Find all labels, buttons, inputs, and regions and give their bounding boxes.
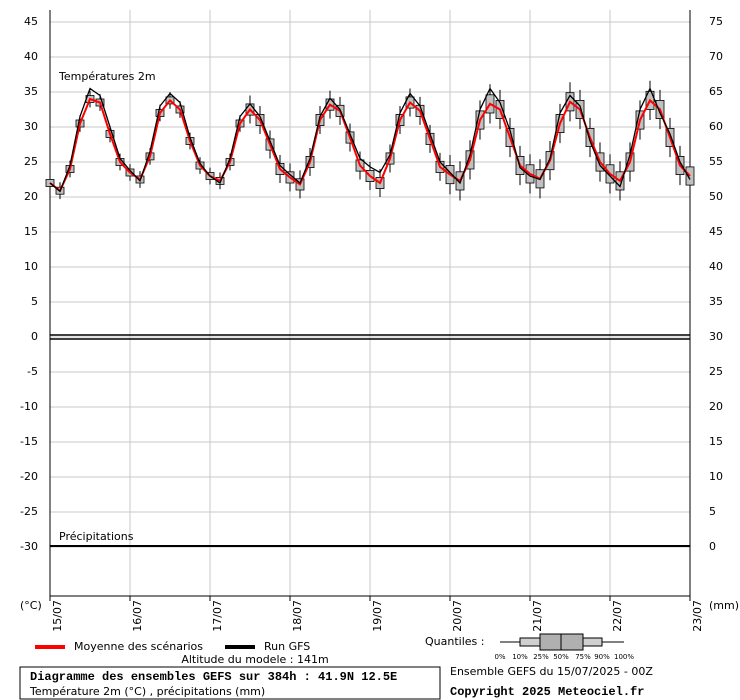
x-tick-label: 17/07 <box>211 600 224 632</box>
series-line <box>49 86 691 193</box>
y-tick-label: 45 <box>24 15 38 28</box>
quantile-labels: 0% 10% 25% 50% 75% 90% 100% <box>494 653 634 661</box>
y2-tick-label: 30 <box>709 330 723 343</box>
y2-tick-label: 20 <box>709 400 723 413</box>
y2-tick-label: 25 <box>709 365 723 378</box>
copyright: Copyright 2025 Meteociel.fr <box>450 685 644 699</box>
x-tick-label: 20/07 <box>451 600 464 632</box>
legend-label: Run GFS <box>264 640 310 653</box>
quantile-label: 90% <box>594 653 610 661</box>
y2-tick-label: 10 <box>709 470 723 483</box>
box-part <box>582 637 603 647</box>
y2-tick-label: 40 <box>709 260 723 273</box>
grid <box>49 10 691 596</box>
y-tick-label: -25 <box>20 505 38 518</box>
subtitle: Température 2m (°C) , précipitations (mm… <box>29 685 265 698</box>
y-tick-label: 20 <box>24 190 38 203</box>
y2-tick-label: 5 <box>709 505 716 518</box>
y-tick-label: 30 <box>24 120 38 133</box>
y-tick-label: 5 <box>31 295 38 308</box>
quantile-label: 75% <box>575 653 591 661</box>
y-tick-label: -10 <box>20 400 38 413</box>
x-tick-label: 16/07 <box>131 600 144 632</box>
y-tick-label: 15 <box>24 225 38 238</box>
y-axis-unit: (°C) <box>20 599 42 612</box>
y2-tick-label: 35 <box>709 295 723 308</box>
quantile-legend <box>500 633 624 651</box>
precip-label: Précipitations <box>59 530 134 543</box>
quantiles-label: Quantiles : <box>425 635 484 648</box>
y-tick-label: -15 <box>20 435 38 448</box>
title: Diagramme des ensembles GEFS sur 384h : … <box>30 670 397 684</box>
y2-axis-unit: (mm) <box>709 599 739 612</box>
y-tick-label: -20 <box>20 470 38 483</box>
y2-tick-label: 70 <box>709 50 723 63</box>
quantile-label: 0% <box>494 653 505 661</box>
x-tick-label: 23/07 <box>691 600 704 632</box>
title-box <box>19 666 441 700</box>
y-tick-label: 35 <box>24 85 38 98</box>
run-info: Ensemble GEFS du 15/07/2025 - 00Z <box>450 665 653 678</box>
y2-tick-label: 55 <box>709 155 723 168</box>
y-tick-label: -30 <box>20 540 38 553</box>
x-tick-label: 19/07 <box>371 600 384 632</box>
quantile-label: 100% <box>614 653 634 661</box>
y2-tick-label: 45 <box>709 225 723 238</box>
box-part <box>519 637 541 647</box>
legend-label: Moyenne des scénarios <box>74 640 203 653</box>
y-tick-label: -5 <box>27 365 38 378</box>
y2-tick-label: 65 <box>709 85 723 98</box>
y2-tick-label: 0 <box>709 540 716 553</box>
y2-tick-label: 15 <box>709 435 723 448</box>
quantile-label: 25% <box>533 653 549 661</box>
altitude: Altitude du modele : 141m <box>181 653 328 666</box>
x-tick-label: 18/07 <box>291 600 304 632</box>
temp-label: Températures 2m <box>58 70 156 83</box>
y2-tick-label: 50 <box>709 190 723 203</box>
x-tick-label: 22/07 <box>611 600 624 632</box>
y-tick-label: 0 <box>31 330 38 343</box>
x-tick-label: 15/07 <box>51 600 64 632</box>
quantile-label: 10% <box>512 653 528 661</box>
y2-tick-label: 75 <box>709 15 723 28</box>
y2-tick-label: 60 <box>709 120 723 133</box>
y-tick-label: 40 <box>24 50 38 63</box>
x-tick-label: 21/07 <box>531 600 544 632</box>
y-tick-label: 25 <box>24 155 38 168</box>
y-tick-label: 10 <box>24 260 38 273</box>
quantile-label: 50% <box>553 653 569 661</box>
